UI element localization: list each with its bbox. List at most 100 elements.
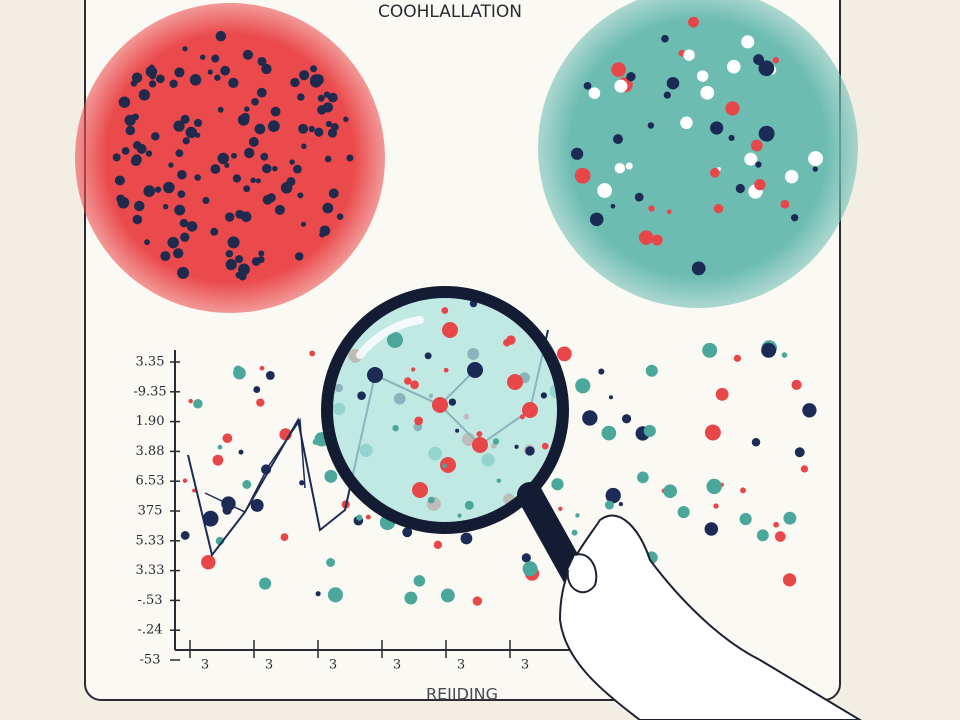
dot [696,70,709,82]
dot [683,49,695,61]
x-label: 3 [265,658,273,673]
dot [605,487,621,504]
dot [755,161,762,168]
dot [207,69,213,75]
y-labels: 3.35 -9.35 1.90 3.88 6.53 375 5.33 3.33 -.53 -.24… [133,355,180,668]
dot [327,92,338,103]
dot [225,259,237,271]
x-label: 3 [521,658,529,673]
line-red-left [204,417,306,513]
lens-dot [357,391,366,400]
dot [327,587,343,603]
dot [802,403,817,418]
dot [323,91,331,98]
dot [244,147,255,159]
dot [253,386,261,394]
dot [294,252,304,261]
lens-dot [412,482,428,498]
dot [265,371,275,380]
dot [343,116,349,122]
dot [727,59,741,74]
dot [131,72,143,83]
dot [174,204,186,216]
dot [293,164,302,174]
dot [365,514,371,520]
dot [173,248,184,259]
dot [574,167,591,184]
dot [774,531,786,542]
dot [402,527,413,538]
y-label: 3.33 [136,563,165,578]
dot [614,163,626,174]
dot [325,120,333,128]
dot [800,465,809,473]
dot [773,521,780,528]
lens-dot [464,500,474,510]
dot [143,185,156,197]
dot [725,101,740,116]
dot [212,454,224,466]
dot [758,125,775,142]
lens-dot [424,352,432,360]
dot [319,225,331,237]
dot [177,190,186,199]
dot [299,480,305,486]
lens-dot [440,457,456,473]
dot [179,218,189,228]
dot [210,227,219,236]
lens-dot [443,367,449,373]
dot [180,531,190,540]
dot [224,212,235,222]
dot [625,162,633,170]
dot [274,204,285,215]
thumb [566,553,598,594]
dot [637,471,649,484]
dot [704,424,721,441]
lens-dot [496,478,502,483]
dot [290,77,300,88]
lens-dot [540,392,548,399]
dot [413,575,426,587]
lens-dot [525,446,535,456]
dot [710,167,720,178]
dot [177,169,187,180]
dot [240,211,252,223]
dot [193,118,203,128]
dot [180,232,190,242]
dot [612,134,623,145]
dots [112,16,824,606]
dot [256,87,267,98]
dot [522,561,538,577]
dot [114,175,125,186]
dot [309,75,322,88]
y-label: 3.35 [136,355,165,370]
dot [202,510,219,527]
dot [618,502,623,507]
dot [314,127,324,137]
dot [244,106,250,112]
dot [308,125,315,133]
dot [220,65,231,76]
dot [588,87,601,99]
lens-dot [411,367,416,372]
dot [168,162,174,168]
lens-dot [455,428,460,433]
dot [772,57,780,64]
dot [280,181,293,194]
dot [700,85,715,100]
dot [162,203,169,210]
dot [611,62,626,77]
dot [758,60,775,77]
dot [173,120,185,132]
title: COOHLALLATION [378,2,522,22]
dot [608,395,614,400]
dot [259,577,272,590]
dot [521,553,531,563]
lens-dot [492,438,500,445]
dot [149,72,156,80]
lens-dot [506,335,516,345]
dot [202,196,210,204]
dot [144,239,150,246]
y-label: -.24 [137,623,162,638]
